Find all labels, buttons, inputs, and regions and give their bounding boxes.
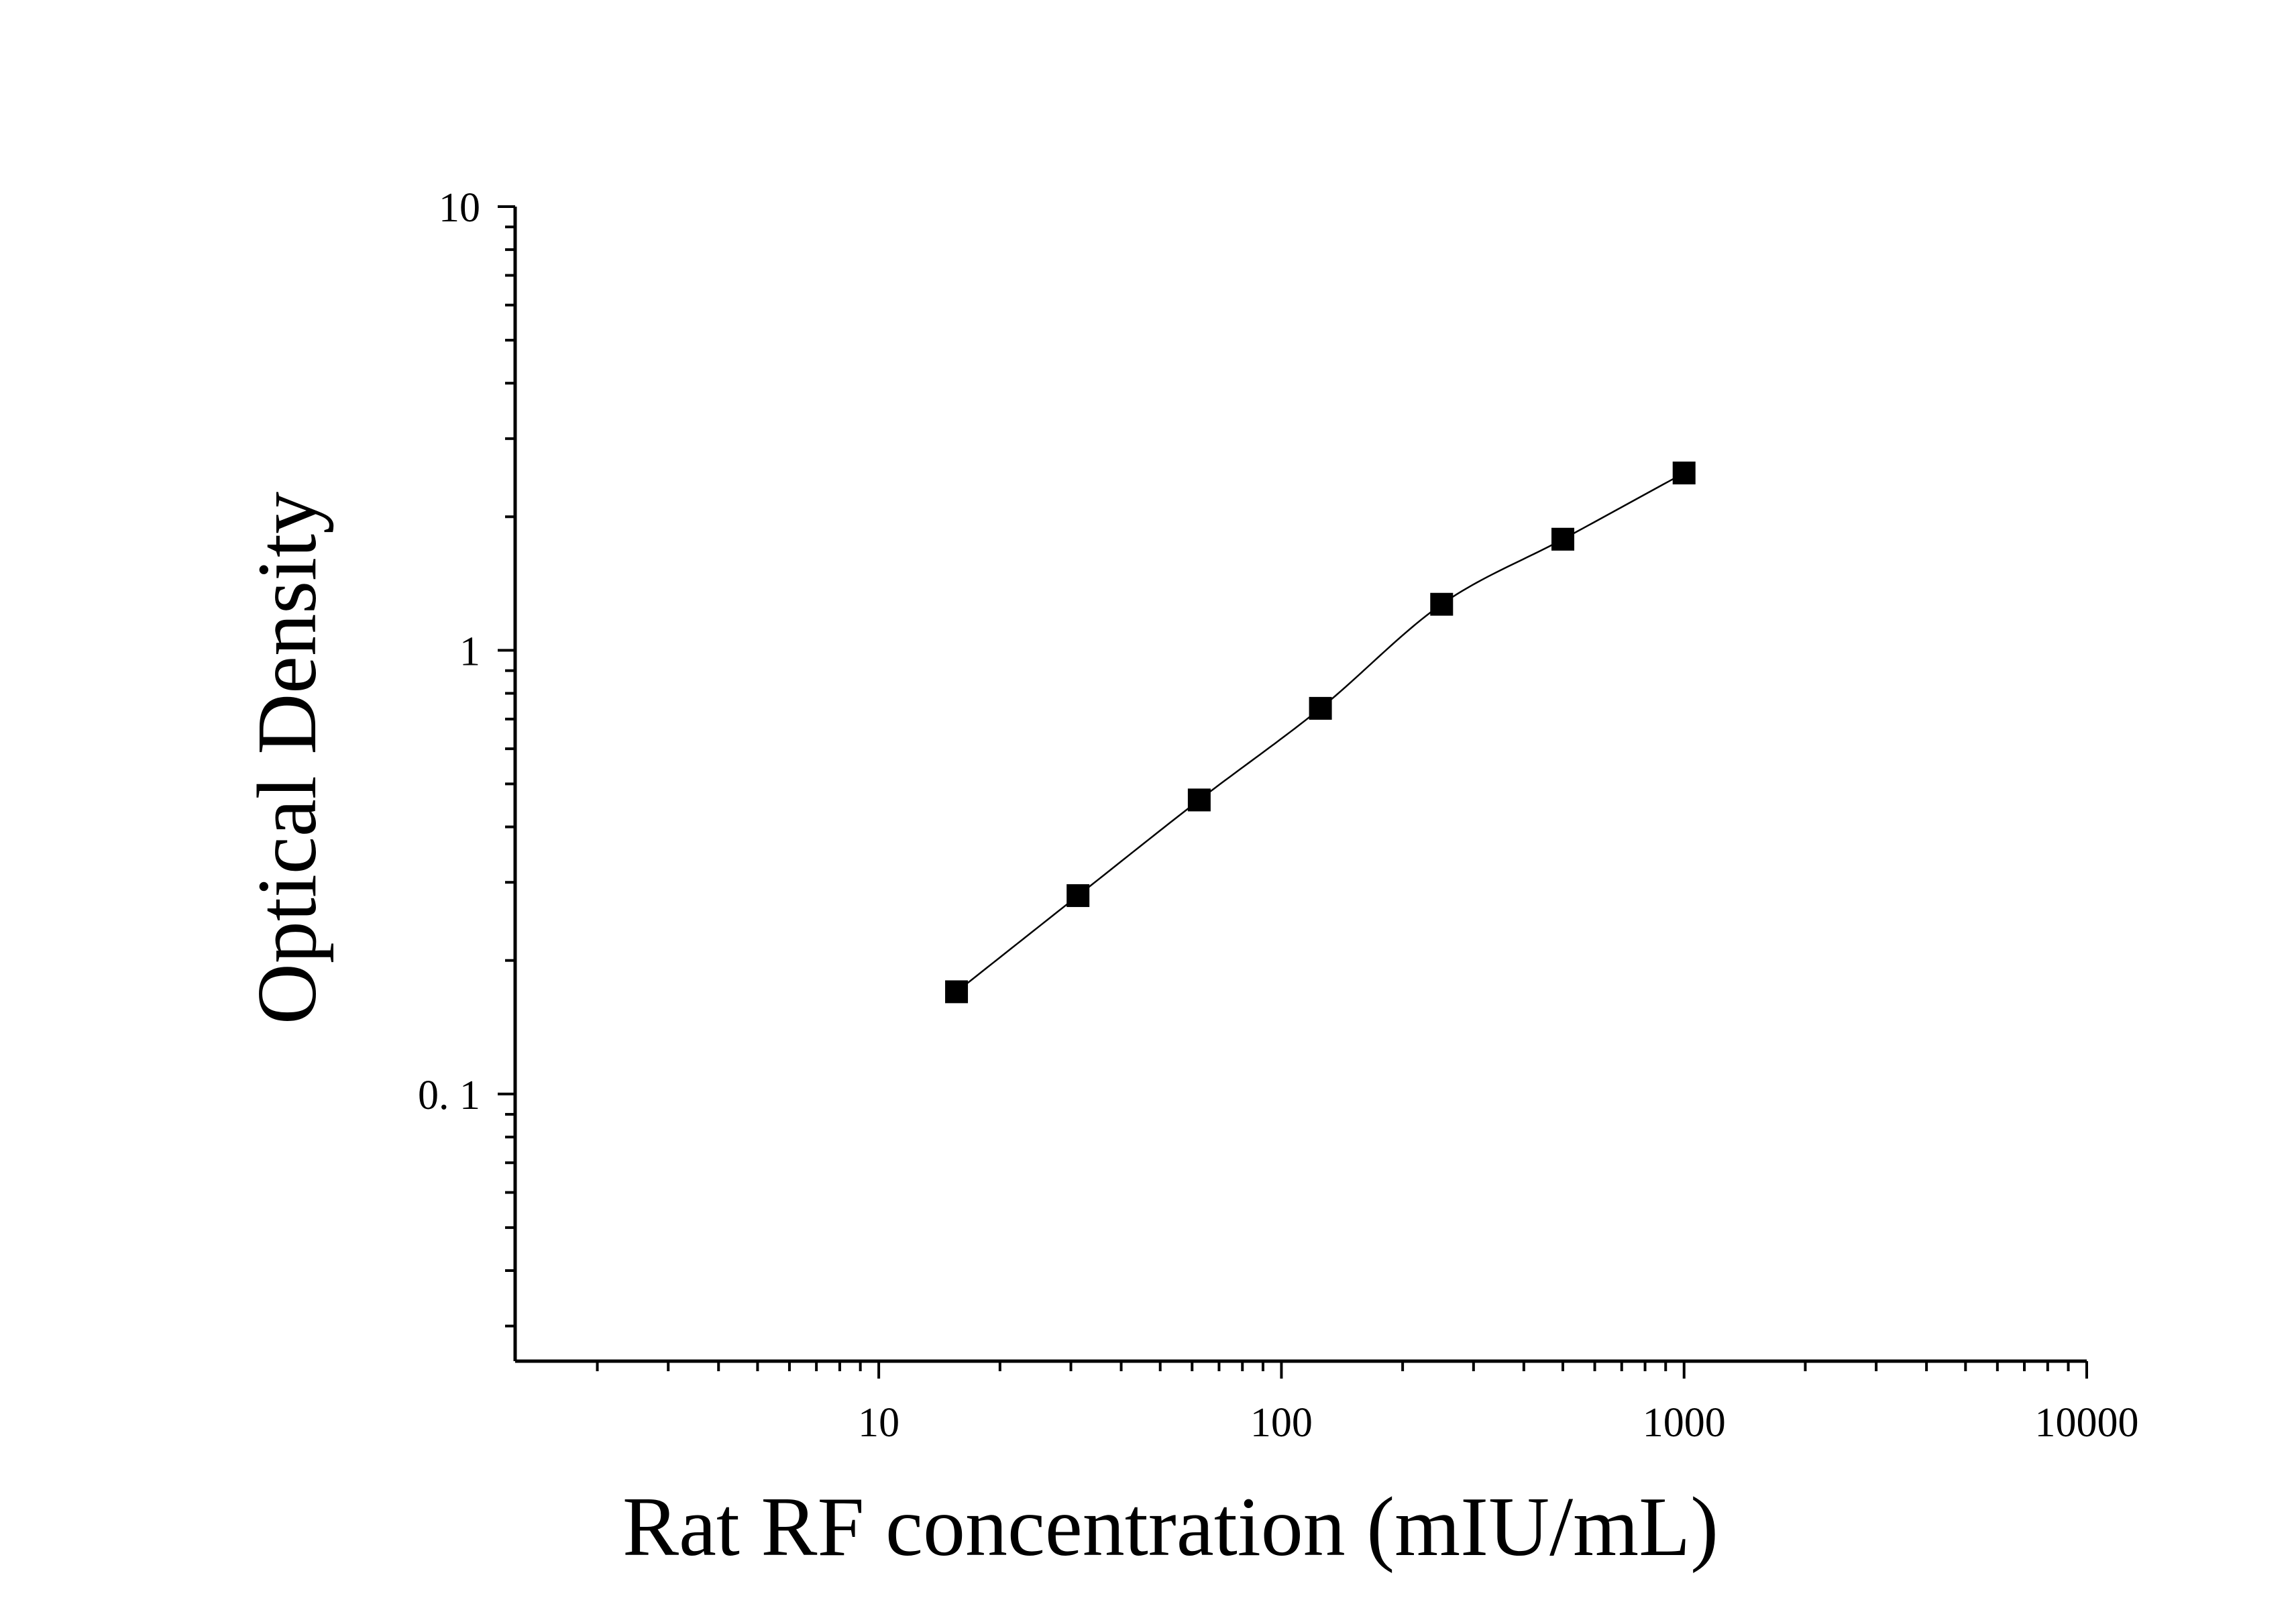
x-axis-ticks	[596, 1361, 2088, 1379]
data-point	[1430, 592, 1454, 616]
data-point	[1187, 788, 1211, 812]
fit-curve	[956, 472, 1685, 993]
y-axis-ticks	[498, 205, 515, 1328]
data-point	[1551, 527, 1574, 551]
plot-area: 0. 1 1 10 10 100 1000 10000	[418, 185, 2139, 1446]
x-tick-label: 1000	[1643, 1400, 1726, 1446]
x-tick-label: 100	[1250, 1400, 1313, 1446]
x-tick-label: 10000	[2035, 1400, 2139, 1446]
y-tick-label: 10	[439, 185, 480, 231]
y-tick-label: 0. 1	[418, 1073, 480, 1118]
data-point	[1672, 462, 1696, 485]
y-axis-tick-labels: 0. 1 1 10	[418, 185, 480, 1118]
data-point	[1309, 696, 1332, 720]
data-point	[1067, 884, 1090, 908]
data-points	[945, 462, 1696, 1004]
x-axis-label: Rat RF concentration (mIU/mL)	[622, 1481, 1718, 1574]
y-tick-label: 1	[459, 629, 480, 674]
x-tick-label: 10	[858, 1400, 899, 1446]
data-point	[945, 980, 969, 1004]
y-axis-label: Optical Density	[241, 492, 334, 1024]
x-axis-tick-labels: 10 100 1000 10000	[858, 1400, 2138, 1446]
